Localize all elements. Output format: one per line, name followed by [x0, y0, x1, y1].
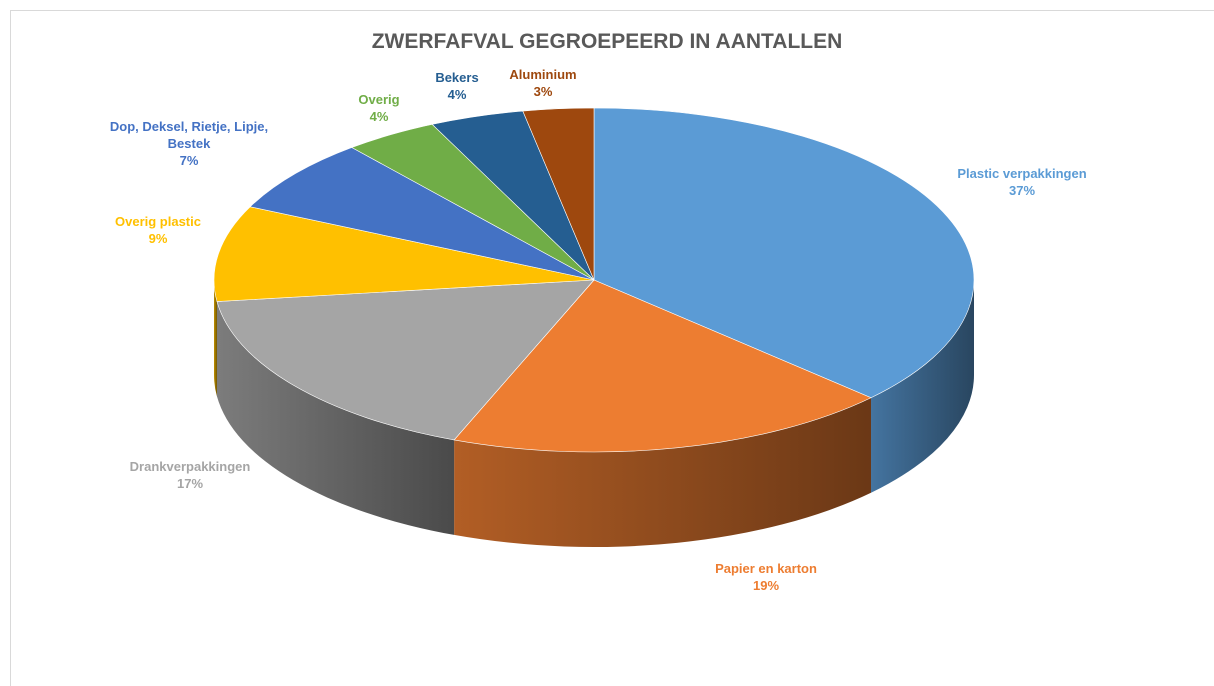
data-label: Overig 4%	[339, 91, 419, 125]
slice	[453, 279, 872, 453]
slice	[593, 107, 975, 399]
chart-title: ZWERFAFVAL GEGROEPEERD IN AANTALLEN	[371, 30, 843, 53]
category-label: Dop, Deksel, Rietje, Lipje, Bestek	[109, 119, 269, 151]
category-label: Overig	[358, 92, 400, 107]
category-label: Drankverpakkingen	[129, 459, 251, 474]
data-label: Plastic verpakkingen 37%	[922, 165, 1122, 199]
value-label: 9%	[148, 231, 168, 246]
slice-side	[216, 301, 455, 535]
slice-side	[214, 280, 217, 397]
value-label: 19%	[752, 578, 780, 593]
data-label: Aluminium 3%	[498, 66, 588, 100]
value-label: 17%	[176, 476, 204, 491]
data-label: Bekers 4%	[417, 69, 497, 103]
slice	[216, 279, 595, 441]
value-label: 4%	[447, 87, 467, 102]
category-label: Bekers	[435, 70, 479, 85]
value-label: 4%	[369, 109, 389, 124]
slice	[213, 206, 595, 302]
value-label: 37%	[1008, 183, 1036, 198]
data-label: Drankverpakkingen 17%	[110, 458, 270, 492]
category-label: Papier en karton	[715, 561, 817, 576]
category-label: Plastic verpakkingen	[957, 166, 1087, 181]
value-label: 7%	[179, 153, 199, 168]
frame	[10, 10, 1214, 686]
category-label: Overig plastic	[115, 214, 201, 229]
slice-side	[454, 397, 872, 547]
data-label: Papier en karton 19%	[686, 560, 846, 594]
data-label: Dop, Deksel, Rietje, Lipje, Bestek 7%	[104, 118, 274, 169]
value-label: 3%	[533, 84, 553, 99]
category-label: Aluminium	[509, 67, 577, 82]
slice-side	[871, 280, 974, 493]
slice	[249, 147, 595, 281]
data-label: Overig plastic 9%	[88, 213, 228, 247]
slice	[522, 107, 595, 281]
